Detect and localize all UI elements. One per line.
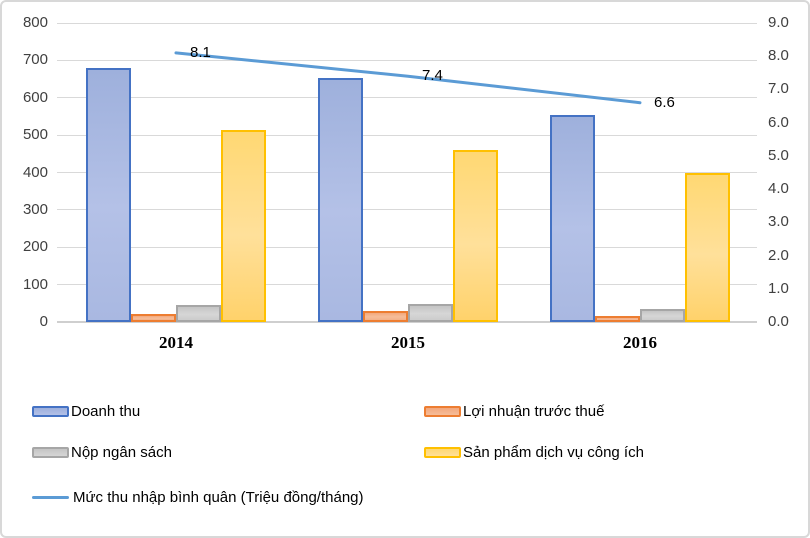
gridline: [57, 97, 757, 99]
bar-doanh-thu-2015: [318, 77, 363, 322]
bar-nop-ngan-sach-2015: [408, 304, 453, 322]
y-axis-left-tick: 800: [22, 14, 48, 31]
y-axis-left-tick: 300: [22, 200, 48, 218]
gridline: [57, 246, 757, 248]
gridline: [57, 321, 757, 323]
y-axis-right-tick: 3.0: [768, 213, 789, 231]
bar-loi-nhuan-truoc-thue-2015: [363, 310, 408, 322]
legend-label-doanh-thu: Doanh thu: [71, 402, 141, 420]
bar-doanh-thu-2014: [86, 67, 131, 322]
bar-nop-ngan-sach-2014: [176, 305, 221, 322]
y-axis-right-tick: 1.0: [768, 279, 789, 297]
legend-label-loi-nhuan-truoc-thue: Lợi nhuận trước thuế: [463, 402, 605, 420]
legend-label-nop-ngan-sach: Nộp ngân sách: [71, 443, 172, 461]
x-axis-label-2016: 2016: [623, 333, 657, 352]
gridline: [57, 22, 757, 24]
legend-label-san-pham-dich-vu-cong-ich: Sản phẩm dịch vụ công ích: [463, 443, 644, 461]
legend-swatch-nop-ngan-sach: [32, 446, 69, 458]
legend-item-muc-thu-nhap-binh-quan: Mức thu nhập bình quân (Triệu đồng/tháng…: [32, 488, 364, 506]
y-axis-left-tick: 100: [22, 275, 48, 293]
legend-item-san-pham-dich-vu-cong-ich: Sản phẩm dịch vụ công ích: [424, 443, 644, 461]
y-axis-left-tick: 700: [22, 51, 48, 69]
gridline: [57, 209, 757, 211]
y-axis-right-tick: 8.0: [768, 47, 789, 65]
legend-swatch-san-pham-dich-vu-cong-ich: [424, 446, 461, 458]
legend-item-loi-nhuan-truoc-thue: Lợi nhuận trước thuế: [424, 402, 604, 420]
gridline: [57, 172, 757, 173]
gridline: [57, 134, 757, 136]
y-axis-right-tick: 5.0: [768, 146, 789, 164]
bar-loi-nhuan-truoc-thue-2014: [131, 313, 176, 322]
y-axis-right-tick: 2.0: [768, 246, 789, 264]
x-axis-label-2014: 2014: [159, 333, 193, 352]
bar-nop-ngan-sach-2016: [640, 308, 685, 322]
line-data-label: 6.6: [654, 93, 675, 111]
x-axis-label-2015: 2015: [391, 333, 425, 352]
legend-swatch-loi-nhuan-truoc-thue: [424, 405, 461, 417]
gridline: [57, 59, 757, 61]
bar-san-pham-dich-vu-cong-ich-2015: [453, 150, 498, 322]
y-axis-right-tick: 7.0: [768, 80, 789, 98]
bar-loi-nhuan-truoc-thue-2016: [595, 315, 640, 322]
bar-doanh-thu-2016: [550, 114, 595, 322]
bar-san-pham-dich-vu-cong-ich-2014: [221, 129, 266, 322]
legend-item-doanh-thu: Doanh thu: [32, 402, 140, 420]
y-axis-left-tick: 500: [22, 126, 48, 144]
legend-swatch-doanh-thu: [32, 405, 69, 417]
y-axis-left-tick: 0: [39, 313, 48, 330]
legend-label-muc-thu-nhap-binh-quan: Mức thu nhập bình quân (Triệu đồng/tháng…: [73, 488, 364, 506]
y-axis-right-tick: 4.0: [768, 180, 789, 198]
line-data-label: 8.1: [190, 43, 211, 61]
y-axis-right-tick: 6.0: [768, 113, 789, 131]
y-axis-right-tick: 0.0: [768, 313, 789, 330]
y-axis-left-tick: 200: [22, 238, 48, 256]
gridline: [57, 284, 757, 286]
legend-swatch-income-line: [32, 495, 69, 499]
y-axis-left-tick: 400: [22, 163, 48, 181]
line-data-label: 7.4: [422, 67, 443, 85]
bar-san-pham-dich-vu-cong-ich-2016: [685, 172, 730, 322]
y-axis-right-tick: 9.0: [768, 14, 789, 31]
y-axis-left-tick: 600: [22, 88, 48, 106]
legend-item-nop-ngan-sach: Nộp ngân sách: [32, 443, 172, 461]
